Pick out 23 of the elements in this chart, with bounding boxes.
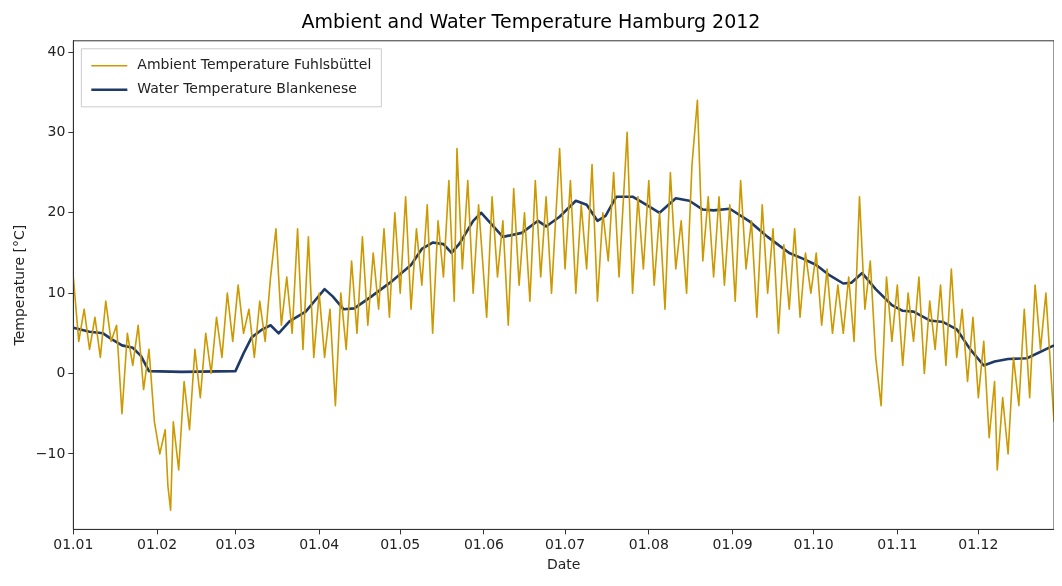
legend-label: Water Temperature Blankenese — [137, 80, 357, 97]
legend-label: Ambient Temperature Fuhlsbüttel — [137, 56, 372, 73]
y-tick-label: 10 — [47, 283, 66, 300]
x-tick-label: 01.12 — [958, 536, 999, 553]
y-tick-label: 20 — [47, 203, 66, 220]
x-tick-label: 01.10 — [793, 536, 834, 553]
x-axis-title: Date — [546, 556, 581, 573]
y-tick-label: 40 — [47, 42, 66, 59]
x-tick-label: 01.07 — [544, 536, 586, 553]
x-tick-label: 01.09 — [712, 536, 753, 553]
x-tick-label: 01.03 — [215, 536, 256, 553]
x-tick-label: 01.02 — [137, 536, 178, 553]
x-tick-label: 01.08 — [628, 536, 669, 553]
chart-title: Ambient and Water Temperature Hamburg 2012 — [301, 10, 761, 33]
x-tick-label: 01.01 — [53, 536, 94, 553]
y-tick-label: 30 — [47, 123, 66, 140]
x-tick-label: 01.05 — [380, 536, 421, 553]
x-tick-label: 01.06 — [463, 536, 505, 553]
y-axis-title: Temperature [°C] — [11, 224, 28, 347]
x-tick-label: 01.11 — [877, 536, 918, 553]
y-tick-label: −10 — [35, 444, 66, 461]
x-tick-label: 01.04 — [299, 536, 340, 553]
y-tick-label: 0 — [56, 364, 66, 381]
